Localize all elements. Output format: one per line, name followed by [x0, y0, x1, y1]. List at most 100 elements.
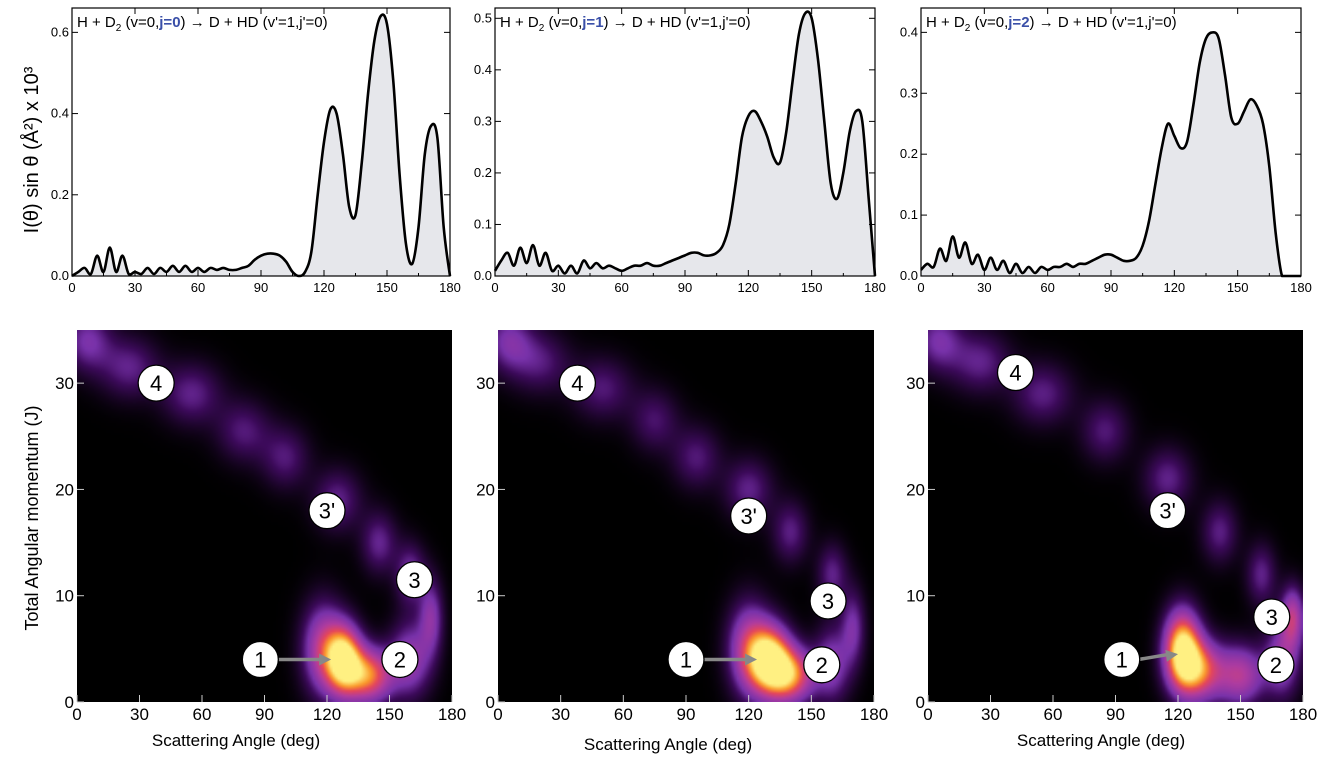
y-tick-label: 0.0: [474, 268, 492, 283]
x-tick-label: 90: [1104, 280, 1118, 295]
x-tick-label: 60: [614, 280, 628, 295]
x-tick-label: 30: [551, 280, 565, 295]
x-tick-label: 0: [923, 705, 932, 724]
line-chart-2: 0 30 60 90 120 150 180 0.0 0.1 0.2 0.3 0.4 0.5 H + D2…: [474, 7, 886, 295]
x-tick-label: 180: [438, 705, 466, 724]
x-tick-label: 150: [376, 280, 398, 295]
region-label-text: 2: [816, 653, 828, 678]
y-tick-label: 0.1: [900, 207, 918, 222]
x-tick-label: 60: [193, 705, 212, 724]
region-label-1: 1: [667, 640, 705, 679]
y-tick-label: 10: [55, 587, 74, 606]
y-tick-label: 20: [55, 480, 74, 499]
series-line: [493, 10, 877, 277]
x-tick-label: 120: [1164, 705, 1192, 724]
x-tick-label: 90: [678, 280, 692, 295]
region-label-3: 3: [1253, 598, 1291, 636]
y-tick-label: 30: [476, 374, 495, 393]
x-tick-label: 180: [439, 280, 461, 295]
region-label-3prime: 3': [308, 492, 346, 530]
x-tick-label: 120: [737, 280, 759, 295]
x-tick-label: 180: [1289, 705, 1317, 724]
x-tick-label: 30: [981, 705, 1000, 724]
y-tick-label: 0.4: [51, 106, 69, 121]
region-label-text: 2: [394, 647, 406, 672]
x-tick-label: 180: [864, 280, 886, 295]
x-tick-label: 120: [313, 705, 341, 724]
y-tick-label: 0.2: [900, 146, 918, 161]
y-tick-label: 0.5: [474, 10, 492, 25]
region-label-3: 3: [809, 582, 847, 620]
region-label-text: 1: [680, 647, 692, 672]
x-tick-label: 60: [1044, 705, 1063, 724]
y-tick-label: 20: [476, 480, 495, 499]
x-tick-label: 60: [1040, 280, 1054, 295]
y-tick-label: 10: [476, 587, 495, 606]
series-area: [495, 11, 875, 276]
region-label-3prime: 3': [730, 497, 768, 535]
region-label-text: 1: [254, 647, 266, 672]
region-label-4: 4: [558, 364, 597, 402]
x-axis-label-left: Scattering Angle (deg): [152, 731, 320, 750]
y-tick-label: 30: [55, 374, 74, 393]
x-tick-label: 0: [491, 280, 498, 295]
heatmap-1: 0 30 60 90 120 150 180 0 10 20 30 4 3' 3 2 1: [55, 330, 466, 724]
arrow-head: [319, 653, 332, 666]
x-tick-label: 60: [614, 705, 633, 724]
region-label-circle: [1103, 640, 1141, 679]
region-label-circle: [803, 646, 841, 684]
region-label-2: 2: [1257, 646, 1295, 684]
series-area: [921, 32, 1301, 276]
region-label-text: 3: [822, 589, 834, 614]
x-tick-label: 180: [1290, 280, 1312, 295]
region-label-circle: [996, 353, 1035, 392]
region-label-circle: [1253, 598, 1291, 636]
y-tick-label: 0.2: [51, 187, 69, 202]
line-chart-1: 0 30 60 90 120 150 180 0.0 0.2 0.4 0.6 H + D2 (v=0,…: [51, 7, 461, 295]
x-tick-label: 0: [917, 280, 924, 295]
y-tick-label: 10: [906, 587, 925, 606]
region-label-text: 3: [408, 568, 420, 593]
region-label-circle: [137, 364, 175, 402]
x-tick-label: 90: [255, 705, 274, 724]
x-tick-label: 30: [977, 280, 991, 295]
heatmap-image: [77, 330, 452, 702]
y-tick-label: 0.4: [900, 24, 918, 39]
region-label-text: 3': [319, 499, 335, 524]
y-tick-label: 0.4: [474, 62, 492, 77]
heatmap-2: 0 30 60 90 120 150 180 0 10 20 30 4 3' 3 2 1: [476, 330, 888, 724]
region-label-circle: [730, 497, 768, 535]
x-tick-label: 0: [68, 280, 75, 295]
y-tick-label: 0: [486, 693, 495, 712]
x-tick-label: 0: [72, 705, 81, 724]
panel-title: H + D2 (v=0,j=2) → D + HD (v'=1,j'=0): [926, 14, 1177, 34]
region-label-circle: [809, 582, 847, 620]
x-tick-label: 150: [375, 705, 403, 724]
region-label-4: 4: [996, 353, 1035, 392]
heatmap-image: [498, 330, 874, 702]
x-tick-label: 120: [1163, 280, 1185, 295]
x-tick-label: 30: [130, 705, 149, 724]
heatmap-image: [928, 330, 1303, 702]
region-label-1: 1: [1103, 640, 1141, 679]
region-label-circle: [395, 561, 434, 599]
region-label-text: 3': [740, 504, 756, 529]
region-label-circle: [308, 492, 346, 530]
region-label-circle: [1257, 646, 1295, 684]
x-tick-label: 30: [551, 705, 570, 724]
region-label-3: 3: [395, 561, 434, 599]
region-label-text: 4: [1009, 361, 1021, 386]
x-tick-label: 30: [128, 280, 142, 295]
x-tick-label: 0: [493, 705, 502, 724]
x-tick-label: 150: [797, 705, 825, 724]
y-tick-label: 0.2: [474, 165, 492, 180]
region-label-1: 1: [241, 640, 279, 679]
x-tick-label: 60: [191, 280, 205, 295]
region-label-circle: [381, 640, 419, 679]
y-tick-label: 0: [916, 693, 925, 712]
x-tick-label: 150: [1227, 280, 1249, 295]
y-tick-label: 0.1: [474, 216, 492, 231]
arrow-head: [745, 653, 758, 666]
arrow-shaft: [1138, 652, 1171, 662]
